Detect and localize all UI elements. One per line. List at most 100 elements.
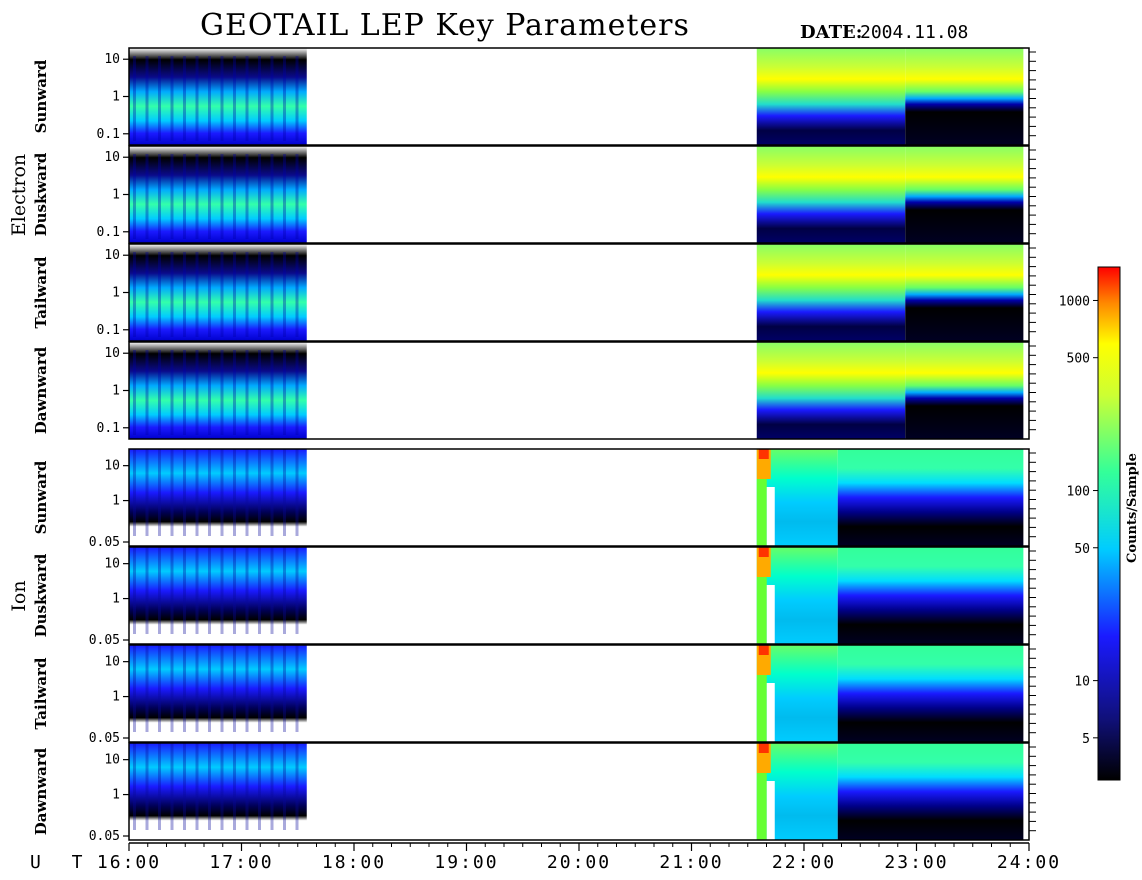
y-tick-label: 0.05: [89, 633, 120, 648]
texture-streak: [208, 645, 211, 732]
group-label-ion: Ion: [8, 580, 30, 611]
texture-streak: [133, 645, 136, 732]
texture-streak: [220, 350, 224, 435]
y-tick-label: 1: [112, 494, 120, 509]
colorbar-tick-label: 50: [1074, 542, 1090, 557]
chart-title: GEOTAIL LEP Key Parameters: [200, 8, 690, 43]
texture-streak: [170, 350, 174, 435]
onset-gap: [766, 585, 775, 644]
data-block-late: [756, 48, 906, 145]
data-block-late: [837, 449, 1024, 546]
texture-streak: [245, 350, 249, 435]
texture-streak: [158, 743, 161, 830]
texture-streak: [170, 743, 174, 830]
texture-streak: [258, 547, 261, 634]
panel-label: Duskward: [32, 152, 50, 236]
texture-streak: [145, 350, 149, 435]
y-tick-label: 0.05: [89, 829, 120, 844]
texture-streak: [233, 743, 236, 830]
texture-streak: [133, 154, 136, 239]
y-tick-label: 10: [104, 346, 120, 361]
y-tick-label: 1: [112, 788, 120, 803]
texture-streak: [145, 449, 149, 536]
colorbar-label: Counts/Sample: [1125, 453, 1140, 563]
panel-ion-duskward: 10 1 0.05 Duskward: [32, 546, 1036, 648]
texture-streak: [158, 350, 161, 435]
texture-streak: [195, 645, 199, 732]
panel-frame: [128, 644, 1030, 743]
texture-streak: [245, 252, 249, 337]
x-tick-label: 24:00: [997, 852, 1061, 873]
texture-streak: [295, 645, 299, 732]
texture-streak: [233, 56, 236, 141]
colorbar-tick-label: 10: [1074, 675, 1090, 690]
panel-label: Dawnward: [32, 346, 50, 434]
texture-streak: [158, 645, 161, 732]
x-tick-label: 18:00: [322, 852, 386, 873]
group-labels: Electron Ion: [8, 154, 30, 612]
panel-frame: [128, 546, 1030, 645]
texture-streak: [295, 350, 299, 435]
data-block-late-dark: [905, 342, 1024, 439]
data-block-early: [129, 146, 307, 243]
data-block-early: [129, 645, 307, 742]
panel-electron-duskward: 10 1 0.1 Duskward: [32, 145, 1036, 244]
texture-streak: [258, 56, 261, 141]
texture-streak: [283, 252, 286, 337]
onset-tail: [756, 577, 767, 644]
texture-streak: [145, 547, 149, 634]
texture-streak: [233, 350, 236, 435]
texture-streak: [170, 449, 174, 536]
onset-peak: [758, 449, 769, 459]
texture-streak: [208, 252, 211, 337]
texture-streak: [220, 743, 224, 830]
texture-streak: [208, 56, 211, 141]
texture-streak: [258, 350, 261, 435]
texture-streak: [145, 56, 149, 141]
texture-streak: [233, 154, 236, 239]
panel-frame: [128, 448, 1030, 547]
texture-streak: [295, 252, 299, 337]
texture-streak: [245, 743, 249, 830]
panel-label: Sunward: [32, 59, 50, 133]
panel-electron-dawnward: 10 1 0.1 Dawnward: [32, 341, 1036, 440]
colorbar-tick-label: 500: [1067, 352, 1090, 367]
x-tick-label: 22:00: [772, 852, 836, 873]
texture-streak: [158, 449, 161, 536]
y-tick-label: 0.1: [97, 225, 120, 240]
y-tick-label: 1: [112, 286, 120, 301]
y-tick-label: 10: [104, 459, 120, 474]
data-block-late: [837, 547, 1024, 644]
texture-streak: [245, 449, 249, 536]
x-axis: 16:00 17:00 18:00 19:00 20:00 21:00 22:00 23:00…: [30, 842, 1061, 873]
texture-streak: [208, 350, 211, 435]
colorbar-gradient: [1097, 266, 1121, 781]
texture-streak: [258, 743, 261, 830]
x-tick-label: 17:00: [209, 852, 273, 873]
onset-tail: [756, 479, 767, 546]
onset-gap: [766, 683, 775, 742]
texture-streak: [170, 154, 174, 239]
data-block-late-dark: [905, 146, 1024, 243]
texture-streak: [283, 645, 286, 732]
texture-streak: [195, 743, 199, 830]
texture-streak: [283, 743, 286, 830]
texture-streak: [158, 252, 161, 337]
data-block-early: [129, 342, 307, 439]
panel-ion-tailward: 10 1 0.05 Tailward: [32, 644, 1036, 746]
y-tick-label: 10: [104, 557, 120, 572]
panel-label: Dawnward: [32, 747, 50, 835]
texture-streak: [158, 547, 161, 634]
texture-streak: [258, 449, 261, 536]
onset-tail: [756, 675, 767, 742]
group-label-electron: Electron: [8, 154, 30, 236]
texture-streak: [183, 350, 186, 435]
colorbar-tick-label: 1000: [1059, 294, 1090, 309]
panel-label: Duskward: [32, 553, 50, 637]
texture-streak: [270, 154, 274, 239]
texture-streak: [220, 547, 224, 634]
texture-streak: [145, 743, 149, 830]
texture-streak: [170, 645, 174, 732]
y-tick-label: 0.05: [89, 535, 120, 550]
